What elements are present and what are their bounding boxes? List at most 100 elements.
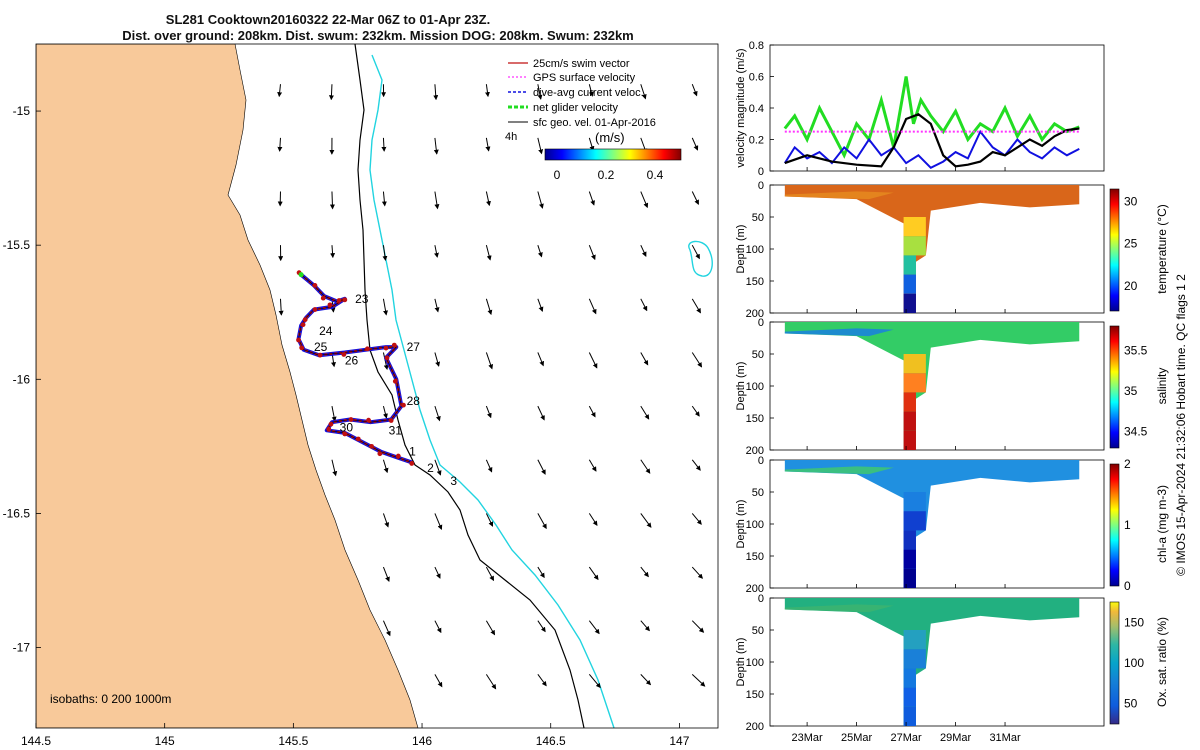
- legend-colorbar-label: (m/s): [595, 130, 625, 145]
- geo-velocity-arrow: [485, 191, 491, 207]
- geo-velocity-arrow: [640, 298, 648, 312]
- geo-velocity-arrow: [640, 566, 649, 578]
- geo-velocity-arrow: [485, 513, 494, 527]
- section-y-tick-label: 50: [752, 625, 764, 637]
- track-point: [388, 418, 394, 423]
- track-point: [366, 417, 371, 423]
- map-x-tick-label: 145: [155, 734, 175, 748]
- speed-colorbar-tick-2: 0.4: [647, 168, 664, 182]
- credit-text: © IMOS 15-Apr-2024 21:32:06 Hobart time.…: [1174, 274, 1188, 576]
- section-fill: [784, 185, 1080, 313]
- geo-velocity-arrow: [382, 298, 388, 316]
- section-x-tick-label: 27Mar: [890, 732, 922, 744]
- geo-velocity-arrow: [537, 513, 547, 530]
- geo-velocity-arrow: [691, 566, 703, 579]
- section-fill: [784, 460, 1080, 588]
- geo-velocity-arrow: [588, 84, 594, 97]
- geo-velocity-arrow: [640, 191, 649, 209]
- track-point: [401, 402, 406, 408]
- track-day-label: 31: [389, 423, 403, 437]
- geo-velocity-arrow: [434, 513, 443, 531]
- track-point: [377, 451, 383, 457]
- geo-velocity-arrow: [537, 298, 544, 312]
- track-start: [298, 272, 304, 278]
- geo-velocity-arrow: [330, 245, 336, 259]
- track-point: [383, 345, 389, 351]
- section-core-cell: [903, 274, 916, 294]
- map-y-tick-label: -16: [13, 372, 31, 386]
- geo-velocity-arrow: [485, 620, 496, 636]
- track-point: [317, 352, 323, 358]
- geo-velocity-arrow: [537, 245, 543, 258]
- section-y-tick-label: 0: [758, 455, 764, 467]
- track-point: [369, 443, 374, 449]
- track-day-label: 26: [345, 354, 359, 368]
- section-core-cell: [903, 430, 916, 450]
- track-point: [365, 346, 370, 352]
- section-colorbar-tick: 34.5: [1124, 425, 1148, 439]
- map-frame: [35, 43, 719, 729]
- isobath-1000m: [369, 54, 615, 728]
- map-y-tick-label: -15.5: [3, 238, 31, 252]
- track-day-label: 23: [355, 292, 369, 306]
- map-x-axis: 144.5 145 145.5 146 146.5 147: [21, 723, 690, 748]
- isobath-label: isobaths: 0 200 1000m: [50, 692, 171, 706]
- geo-velocity-arrow: [537, 405, 545, 421]
- section-core-cell: [903, 217, 926, 237]
- track-point: [355, 436, 361, 442]
- geo-velocity-arrow: [278, 298, 284, 316]
- geo-velocity-arrow: [588, 566, 599, 581]
- geo-velocity-arrow: [537, 620, 546, 633]
- geo-velocity-arrow: [588, 298, 597, 315]
- velocity-line: [784, 113, 1080, 168]
- section-core-cell: [903, 411, 916, 431]
- geo-velocity-arrow: [640, 674, 652, 686]
- section-ylabel: Depth (m): [735, 500, 747, 549]
- section-y-tick-label: 200: [746, 583, 764, 595]
- geo-velocity-arrow: [434, 620, 442, 634]
- map-y-axis: -15 -15.5 -16 -16.5 -17: [3, 104, 41, 655]
- geo-velocity-arrow: [434, 245, 439, 258]
- section-fill: [784, 322, 1080, 450]
- geo-velocity-arrow: [434, 352, 441, 367]
- velocity-panel: 0 0.2 0.4 0.6 0.8 velocity magnitude (m/s): [735, 40, 1105, 178]
- geo-velocity-arrow: [640, 459, 651, 474]
- track-day-label: 1: [409, 445, 416, 459]
- geo-velocity-arrow: [434, 298, 440, 313]
- section-core-cell: [903, 530, 916, 550]
- section-ylabel: Depth (m): [735, 362, 747, 411]
- track-point: [299, 345, 305, 351]
- speed-colorbar-tick-1: 0.2: [598, 168, 615, 182]
- track-point: [327, 302, 333, 308]
- section-core-cell: [903, 687, 916, 707]
- chart-title: SL281 Cooktown20160322 22-Mar 06Z to 01-…: [165, 12, 491, 27]
- legend-gps-label: GPS surface velocity: [533, 72, 636, 84]
- track-day-label: 24: [319, 324, 333, 338]
- chart-subtitle: Dist. over ground: 208km. Dist. swum: 23…: [122, 28, 634, 43]
- geo-velocity-arrow: [485, 245, 492, 261]
- section-y-tick-label: 100: [746, 381, 764, 393]
- track-point: [312, 307, 318, 312]
- section-ylabel: Depth (m): [735, 638, 747, 687]
- geo-velocity-arrow: [640, 513, 652, 528]
- section-y-tick-label: 150: [746, 551, 764, 563]
- track-point: [300, 322, 306, 328]
- track-line: [298, 274, 412, 463]
- section-fill-mid: [784, 466, 894, 475]
- track-point: [328, 421, 334, 427]
- section-y-tick-label: 100: [746, 657, 764, 669]
- geo-velocity-arrow: [588, 137, 595, 152]
- track-day-label: 3: [450, 474, 457, 488]
- section-colorbar-tick: 0: [1124, 579, 1131, 593]
- geo-velocity-arrow: [434, 674, 443, 688]
- track-day-label: 25: [314, 340, 328, 354]
- geo-velocity-arrow: [485, 137, 491, 152]
- section-colorbar-tick: 35: [1124, 384, 1138, 398]
- land-mass: [36, 44, 419, 728]
- section-x-tick-label: 25Mar: [841, 732, 873, 744]
- geo-velocity-arrow: [537, 191, 544, 209]
- section-core-cell: [903, 255, 916, 275]
- geo-velocity-arrow: [434, 566, 441, 579]
- geo-velocity-arrow: [640, 84, 647, 100]
